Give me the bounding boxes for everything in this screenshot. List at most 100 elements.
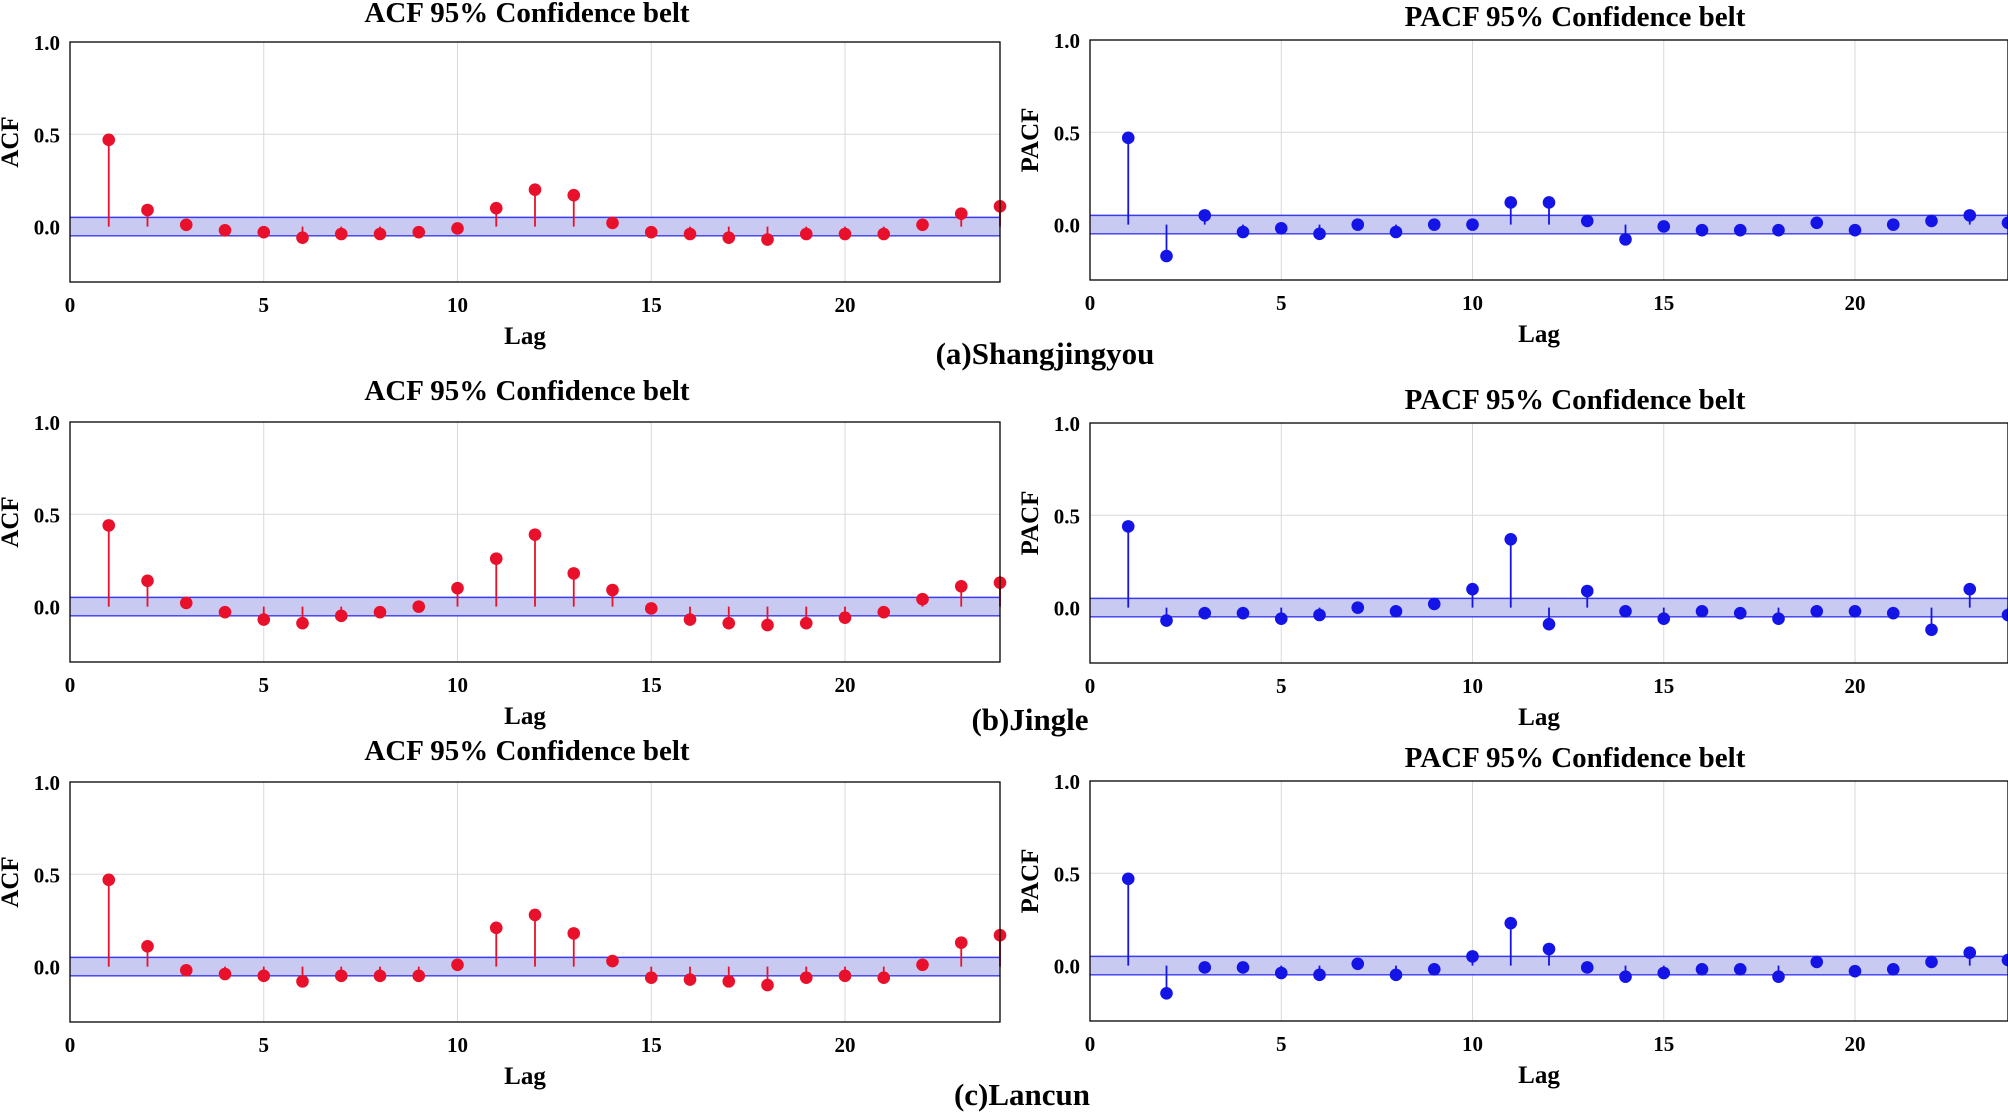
stem-marker	[334, 609, 348, 623]
acf-chart-1: 1.0 0.5 0.0 0 5 10 15 20 ACF 95% Confidence belt…	[0, 0, 1007, 350]
x-tick-label: 20	[835, 1033, 856, 1057]
y-tick-label: 0.5	[34, 863, 60, 887]
y-tick-label: 0.5	[34, 503, 60, 527]
stem-marker	[1198, 209, 1212, 222]
y-tick-label: 0.0	[1054, 597, 1080, 621]
stem-marker	[1427, 597, 1441, 611]
stem-marker	[1848, 223, 1862, 237]
stem-marker	[1733, 606, 1747, 620]
y-tick-label: 0.5	[1054, 862, 1080, 886]
stem-marker	[1886, 218, 1900, 231]
x-tick-label: 5	[259, 293, 270, 317]
stem-marker	[412, 225, 426, 239]
x-tick-label: 20	[1845, 291, 1866, 315]
x-tick-label: 5	[1276, 291, 1287, 315]
stem-marker	[451, 581, 464, 595]
x-tick-label: 0	[65, 293, 76, 317]
x-tick-label: 20	[1845, 1032, 1866, 1056]
stem-marker	[1389, 225, 1403, 239]
y-tick-label: 1.0	[1054, 29, 1080, 53]
axes-frame	[1089, 780, 2008, 1022]
stem-marker	[489, 201, 503, 215]
stem-marker	[1772, 223, 1785, 237]
axes-frame	[69, 41, 1001, 283]
pacf-chart-6: 1.0 0.5 0.0 0 5 10 15 20 PACF 95% Confidence bel…	[1017, 742, 2008, 1089]
stem-marker	[1886, 606, 1900, 620]
stem-marker	[1160, 249, 1173, 263]
stem-marker	[1963, 582, 1977, 596]
stem-marker	[1542, 617, 1556, 631]
x-tick-label: 15	[1653, 1032, 1674, 1056]
acf-chart-5: 1.0 0.5 0.0 0 5 10 15 20 ACF 95% Confidence belt…	[0, 735, 1007, 1090]
stem-marker	[102, 133, 116, 147]
stem-marker	[1466, 582, 1479, 596]
stem-marker	[954, 580, 968, 593]
y-tick-label: 0.5	[34, 123, 60, 147]
stem-marker	[567, 567, 581, 580]
stem-marker	[528, 183, 542, 196]
x-tick-label: 15	[641, 293, 662, 317]
stem-marker	[799, 616, 813, 630]
y-axis-label: PACF	[1017, 849, 1044, 914]
stem-marker	[1313, 968, 1326, 982]
y-tick-label: 1.0	[1054, 412, 1080, 436]
stem-marker	[761, 978, 774, 992]
x-tick-label: 20	[835, 673, 856, 697]
stem-marker	[1313, 227, 1326, 241]
acf-chart-3: 1.0 0.5 0.0 0 5 10 15 20 ACF 95% Confidence belt…	[0, 375, 1007, 730]
stem-marker	[838, 611, 852, 624]
stem-marker	[722, 975, 736, 988]
stem-marker	[1236, 606, 1250, 620]
x-tick-label: 20	[1845, 674, 1866, 698]
stem-marker	[1351, 218, 1365, 231]
acf-title: ACF 95% Confidence belt	[364, 735, 689, 767]
stem-marker	[1772, 612, 1785, 625]
stem-marker	[722, 231, 736, 244]
stem-marker	[296, 616, 309, 630]
stem-marker	[412, 969, 426, 983]
axes-frame	[69, 421, 1001, 663]
y-tick-label: 0.0	[1054, 955, 1080, 979]
x-tick-label: 5	[259, 1033, 270, 1057]
acf-title: ACF 95% Confidence belt	[364, 375, 689, 407]
stem-marker	[179, 596, 193, 610]
stem-marker	[761, 618, 774, 632]
stem-marker	[218, 224, 232, 237]
stem-marker	[567, 927, 581, 940]
x-tick-label: 15	[641, 1033, 662, 1057]
stem-marker	[296, 231, 309, 244]
stem-marker	[1313, 608, 1326, 622]
y-tick-label: 1.0	[34, 31, 60, 55]
stem-marker	[1848, 964, 1862, 978]
stem-marker	[218, 605, 232, 619]
y-tick-label: 1.0	[34, 771, 60, 795]
stem-marker	[1351, 601, 1365, 614]
x-tick-label: 5	[1276, 1032, 1287, 1056]
stem-marker	[1657, 966, 1671, 980]
y-tick-label: 0.0	[34, 596, 60, 620]
x-axis-label: Lag	[504, 703, 546, 730]
stem-marker	[218, 967, 232, 981]
x-tick-label: 10	[1462, 1032, 1483, 1056]
x-axis-label: Lag	[1518, 1062, 1560, 1089]
stem-marker	[334, 227, 348, 241]
stem-marker	[683, 613, 697, 626]
stem-marker	[877, 227, 891, 241]
stem-marker	[373, 227, 387, 241]
stem-marker	[257, 613, 271, 626]
stem-marker	[1772, 970, 1785, 983]
stem-marker	[954, 207, 968, 220]
x-tick-label: 0	[65, 1033, 76, 1057]
stem-marker	[296, 975, 309, 988]
stem-marker	[451, 222, 464, 235]
acf-title: ACF 95% Confidence belt	[364, 0, 689, 29]
stem-marker	[877, 971, 891, 984]
y-tick-label: 0.5	[1054, 121, 1080, 145]
x-axis-label: Lag	[504, 1063, 546, 1090]
stem-marker	[1580, 584, 1594, 598]
stem-marker	[1810, 605, 1824, 618]
stem-marker	[1963, 946, 1977, 959]
y-tick-label: 1.0	[1054, 770, 1080, 794]
stem-marker	[1236, 961, 1250, 974]
stem-marker	[1733, 963, 1747, 976]
